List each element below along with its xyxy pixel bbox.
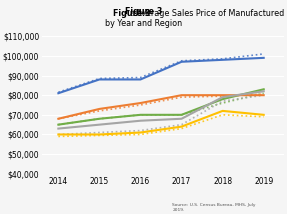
- Text: : Average Sales Price of Manufactured Home: : Average Sales Price of Manufactured Ho…: [131, 9, 287, 18]
- Text: by Year and Region: by Year and Region: [105, 19, 182, 28]
- Text: Figure 3: Figure 3: [113, 9, 151, 18]
- Text: Figure 3: Figure 3: [125, 7, 162, 16]
- Text: Source: U.S. Census Bureau, MHS, July
2019.: Source: U.S. Census Bureau, MHS, July 20…: [172, 203, 256, 212]
